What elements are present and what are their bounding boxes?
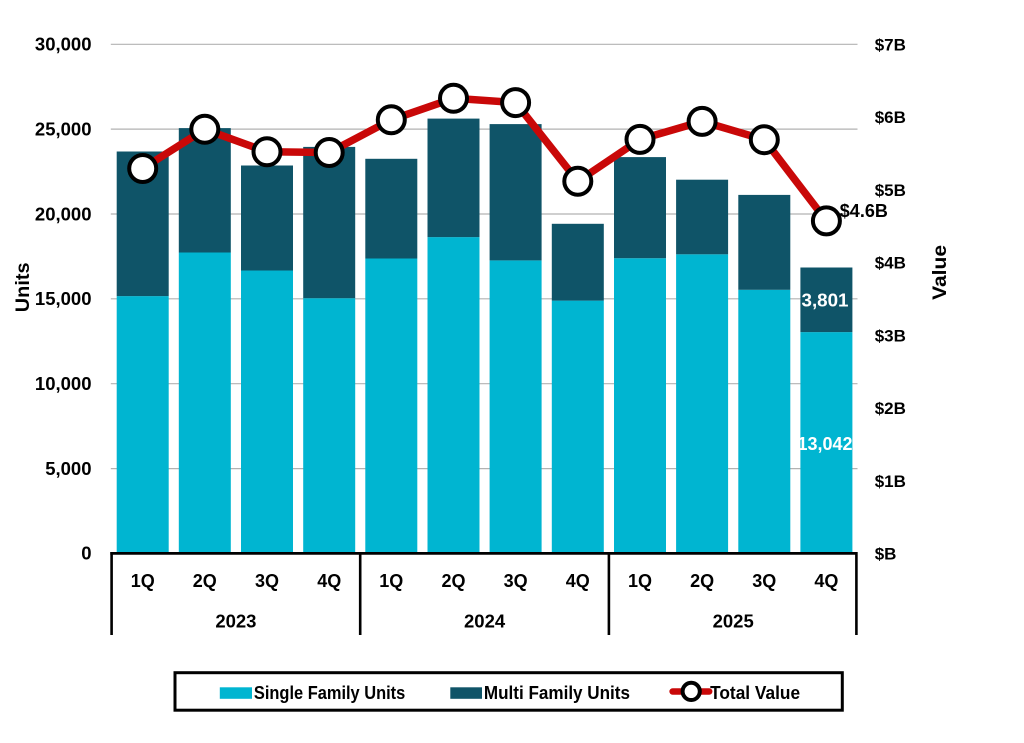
svg-text:Total Value: Total Value xyxy=(710,683,800,703)
svg-text:4Q: 4Q xyxy=(814,571,838,591)
svg-text:$2B: $2B xyxy=(875,399,906,418)
svg-text:$5B: $5B xyxy=(875,181,906,200)
svg-text:1Q: 1Q xyxy=(131,571,155,591)
svg-text:30,000: 30,000 xyxy=(35,34,92,55)
svg-text:15,000: 15,000 xyxy=(35,288,92,309)
svg-text:2Q: 2Q xyxy=(441,571,465,591)
svg-text:2Q: 2Q xyxy=(690,571,714,591)
svg-text:2Q: 2Q xyxy=(193,571,217,591)
svg-text:4Q: 4Q xyxy=(317,571,341,591)
svg-text:$4.6B: $4.6B xyxy=(840,201,888,221)
svg-text:Multi Family Units: Multi Family Units xyxy=(484,683,630,703)
svg-text:3,801: 3,801 xyxy=(802,289,849,310)
svg-text:0: 0 xyxy=(81,543,91,564)
svg-text:Units: Units xyxy=(12,262,34,312)
svg-text:5,000: 5,000 xyxy=(45,458,91,479)
svg-text:2024: 2024 xyxy=(464,611,506,632)
svg-text:4Q: 4Q xyxy=(566,571,590,591)
svg-text:13,042: 13,042 xyxy=(798,433,853,454)
svg-text:$4B: $4B xyxy=(875,254,906,273)
svg-text:3Q: 3Q xyxy=(752,571,776,591)
svg-text:2023: 2023 xyxy=(215,611,256,632)
svg-text:1Q: 1Q xyxy=(379,571,403,591)
svg-text:$6B: $6B xyxy=(875,108,906,127)
svg-text:3Q: 3Q xyxy=(504,571,528,591)
svg-text:3Q: 3Q xyxy=(255,571,279,591)
svg-text:$B: $B xyxy=(875,545,897,564)
svg-text:25,000: 25,000 xyxy=(35,118,92,139)
svg-text:1Q: 1Q xyxy=(628,571,652,591)
svg-text:10,000: 10,000 xyxy=(35,373,92,394)
svg-text:Single Family Units: Single Family Units xyxy=(254,683,405,703)
svg-text:2025: 2025 xyxy=(713,611,754,632)
svg-text:20,000: 20,000 xyxy=(35,203,92,224)
svg-text:Value: Value xyxy=(929,245,951,300)
svg-text:$7B: $7B xyxy=(875,36,906,55)
svg-text:$1B: $1B xyxy=(875,472,906,491)
svg-text:$3B: $3B xyxy=(875,326,906,345)
